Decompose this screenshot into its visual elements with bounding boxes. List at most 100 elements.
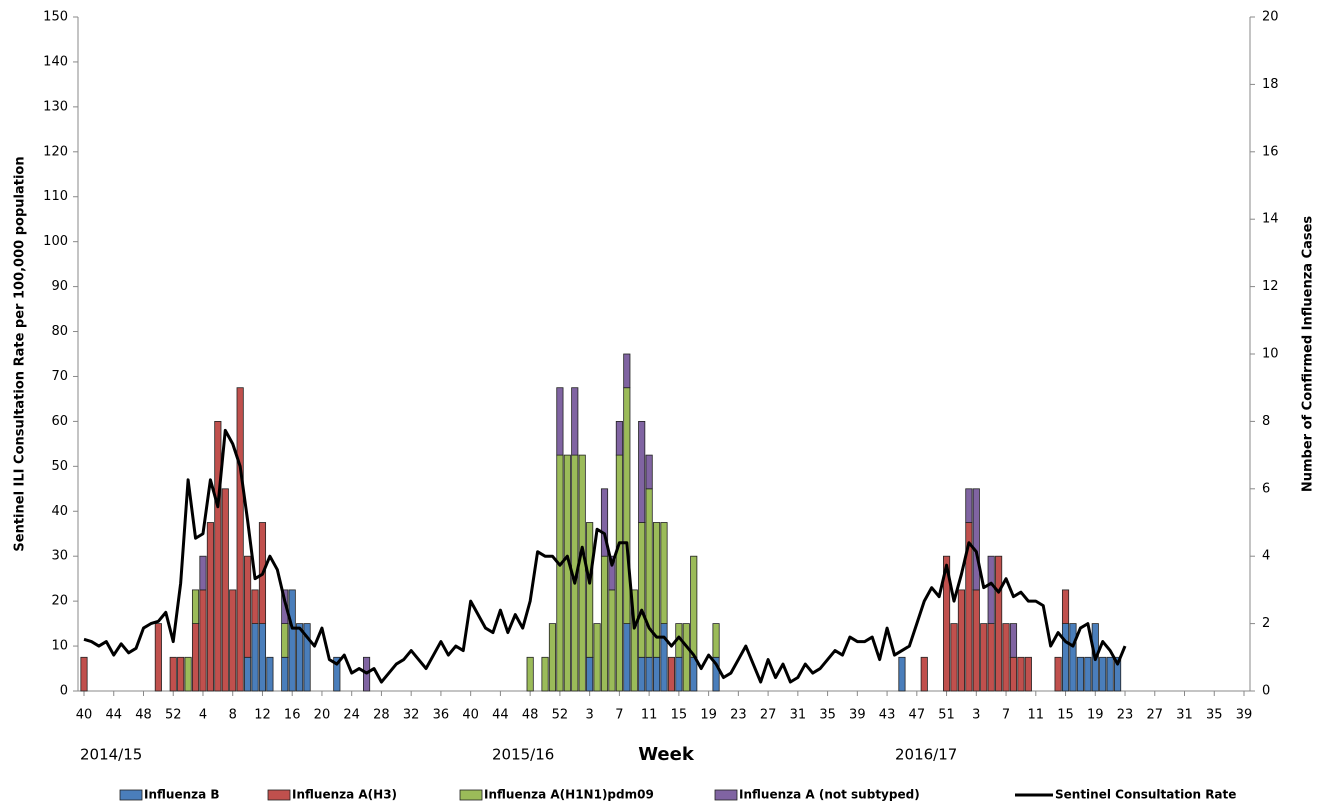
x-tick-label: 35 bbox=[1206, 708, 1223, 723]
x-tick-label: 52 bbox=[165, 708, 182, 723]
bar-segment bbox=[586, 656, 594, 692]
x-tick-label: 23 bbox=[1117, 708, 1134, 723]
bar-segment bbox=[236, 387, 244, 692]
bar-segment bbox=[667, 656, 675, 692]
legend-label: Influenza A(H3) bbox=[292, 788, 397, 802]
y2-tick-label: 8 bbox=[1262, 414, 1270, 429]
bar-segment bbox=[1009, 623, 1018, 658]
bar-segment bbox=[630, 589, 638, 692]
bar-segment bbox=[548, 623, 557, 692]
y-tick-label: 70 bbox=[51, 369, 68, 384]
y2-tick-label: 0 bbox=[1262, 684, 1270, 699]
x-tick-label: 48 bbox=[135, 708, 152, 723]
bar-segment bbox=[1009, 656, 1018, 692]
bar-segment bbox=[169, 656, 177, 692]
bar-segment bbox=[199, 589, 207, 692]
y2-tick-label: 16 bbox=[1262, 144, 1279, 159]
bar-segment bbox=[675, 656, 683, 692]
bar-segment bbox=[1061, 589, 1070, 625]
y-tick-label: 0 bbox=[60, 684, 68, 699]
x-tick-label: 3 bbox=[972, 708, 980, 723]
bar-segment bbox=[221, 488, 229, 692]
x-tick-label: 48 bbox=[522, 708, 539, 723]
bar-segment bbox=[653, 656, 661, 692]
bar-segment bbox=[1114, 656, 1122, 692]
bar-segment bbox=[206, 522, 214, 692]
x-tick-label: 27 bbox=[760, 708, 777, 723]
bar-segment bbox=[1084, 656, 1092, 692]
x-axis-title: Week bbox=[638, 744, 695, 765]
bar-segment bbox=[1069, 623, 1077, 692]
y-axis-title: Sentinel ILI Consultation Rate per 100,0… bbox=[13, 156, 28, 551]
legend-swatch bbox=[459, 789, 483, 801]
x-tick-label: 40 bbox=[76, 708, 93, 723]
bar-segment bbox=[191, 623, 200, 692]
y-tick-label: 110 bbox=[43, 189, 68, 204]
y2-tick-label: 10 bbox=[1262, 347, 1279, 362]
y-tick-label: 30 bbox=[51, 549, 68, 564]
bar-segment bbox=[615, 454, 623, 692]
bar-segment bbox=[556, 454, 564, 692]
bar-segment bbox=[600, 488, 609, 557]
x-tick-label: 7 bbox=[615, 708, 623, 723]
bar-segment bbox=[950, 623, 958, 692]
bar-segment bbox=[615, 420, 623, 456]
bar-segment bbox=[251, 589, 259, 625]
bar-segment bbox=[1061, 623, 1070, 692]
bar-segment bbox=[920, 656, 928, 692]
bar-segment bbox=[1076, 656, 1084, 692]
y2-tick-label: 18 bbox=[1262, 77, 1279, 92]
x-tick-label: 4 bbox=[199, 708, 207, 723]
bar-segment bbox=[80, 656, 88, 692]
x-tick-label: 44 bbox=[105, 708, 122, 723]
bar-segment bbox=[645, 454, 653, 490]
y2-axis-title: Number of Confirmed Influenza Cases bbox=[1301, 216, 1316, 493]
bar-segment bbox=[593, 623, 601, 692]
x-tick-label: 31 bbox=[790, 708, 807, 723]
legend-label: Sentinel Consultation Rate bbox=[1055, 788, 1236, 802]
bar-segment bbox=[541, 656, 549, 692]
y2-tick-label: 4 bbox=[1262, 549, 1270, 564]
bar-segment bbox=[623, 623, 631, 692]
bar-segment bbox=[281, 656, 289, 692]
x-tick-label: 11 bbox=[641, 708, 658, 723]
x-tick-label: 52 bbox=[552, 708, 569, 723]
bar-segment bbox=[623, 387, 631, 625]
bar-segment bbox=[177, 656, 185, 692]
bar-segment bbox=[987, 623, 995, 692]
bar-segment bbox=[608, 555, 616, 591]
x-tick-label: 16 bbox=[284, 708, 301, 723]
bar-segment bbox=[712, 623, 720, 658]
legend-label: Influenza A(H1N1)pdm09 bbox=[484, 788, 654, 802]
y2-tick-label: 20 bbox=[1262, 10, 1279, 25]
bar-segment bbox=[980, 623, 988, 692]
bar-segment bbox=[690, 555, 698, 658]
y-tick-label: 150 bbox=[43, 10, 68, 25]
x-tick-label: 40 bbox=[462, 708, 479, 723]
bar-segment bbox=[898, 656, 906, 692]
y-tick-label: 10 bbox=[51, 639, 68, 654]
x-tick-label: 35 bbox=[819, 708, 836, 723]
y2-tick-label: 12 bbox=[1262, 279, 1279, 294]
bar-segment bbox=[1017, 656, 1025, 692]
x-tick-label: 19 bbox=[1087, 708, 1104, 723]
x-tick-label: 12 bbox=[254, 708, 271, 723]
bar-segment bbox=[229, 589, 237, 692]
x-tick-label: 47 bbox=[909, 708, 926, 723]
x-tick-label: 15 bbox=[1057, 708, 1074, 723]
y2-tick-label: 2 bbox=[1262, 616, 1270, 631]
bar-segment bbox=[608, 589, 616, 692]
bar-segment bbox=[251, 623, 259, 692]
bar-segment bbox=[638, 656, 646, 692]
season-label: 2015/16 bbox=[492, 746, 554, 764]
bar-segment bbox=[660, 623, 668, 692]
bar-segment bbox=[563, 454, 571, 692]
bar-segment bbox=[972, 589, 980, 692]
bar-segment bbox=[1054, 656, 1062, 692]
bar-segment bbox=[965, 488, 973, 523]
bar-segment bbox=[1024, 656, 1032, 692]
x-tick-label: 32 bbox=[403, 708, 420, 723]
bar-segment bbox=[266, 656, 274, 692]
x-tick-label: 8 bbox=[229, 708, 237, 723]
